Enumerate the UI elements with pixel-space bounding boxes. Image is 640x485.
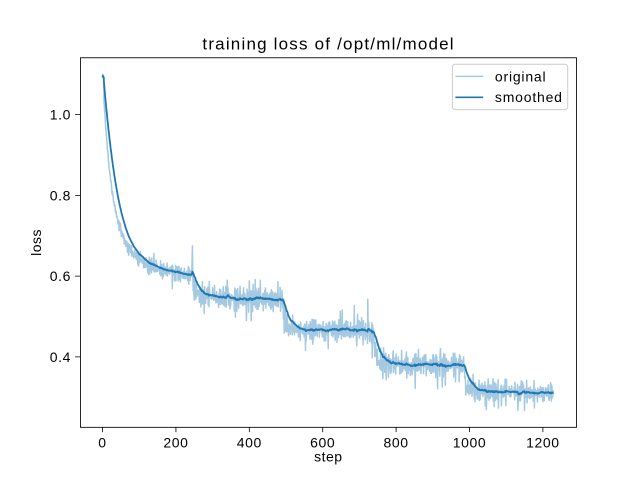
svg-text:0.4: 0.4	[50, 349, 71, 365]
svg-text:1.0: 1.0	[50, 107, 71, 123]
svg-text:smoothed: smoothed	[495, 89, 563, 105]
svg-text:original: original	[495, 68, 547, 84]
svg-text:1200: 1200	[526, 435, 560, 451]
svg-text:800: 800	[384, 435, 409, 451]
svg-text:loss: loss	[28, 229, 44, 256]
svg-text:400: 400	[237, 435, 262, 451]
svg-text:training loss of /opt/ml/model: training loss of /opt/ml/model	[202, 34, 454, 53]
svg-text:0: 0	[98, 435, 106, 451]
svg-text:0.6: 0.6	[50, 268, 71, 284]
svg-text:step: step	[314, 449, 342, 465]
svg-text:200: 200	[163, 435, 188, 451]
svg-text:600: 600	[310, 435, 335, 451]
svg-text:0.8: 0.8	[50, 187, 71, 203]
svg-text:1000: 1000	[453, 435, 487, 451]
